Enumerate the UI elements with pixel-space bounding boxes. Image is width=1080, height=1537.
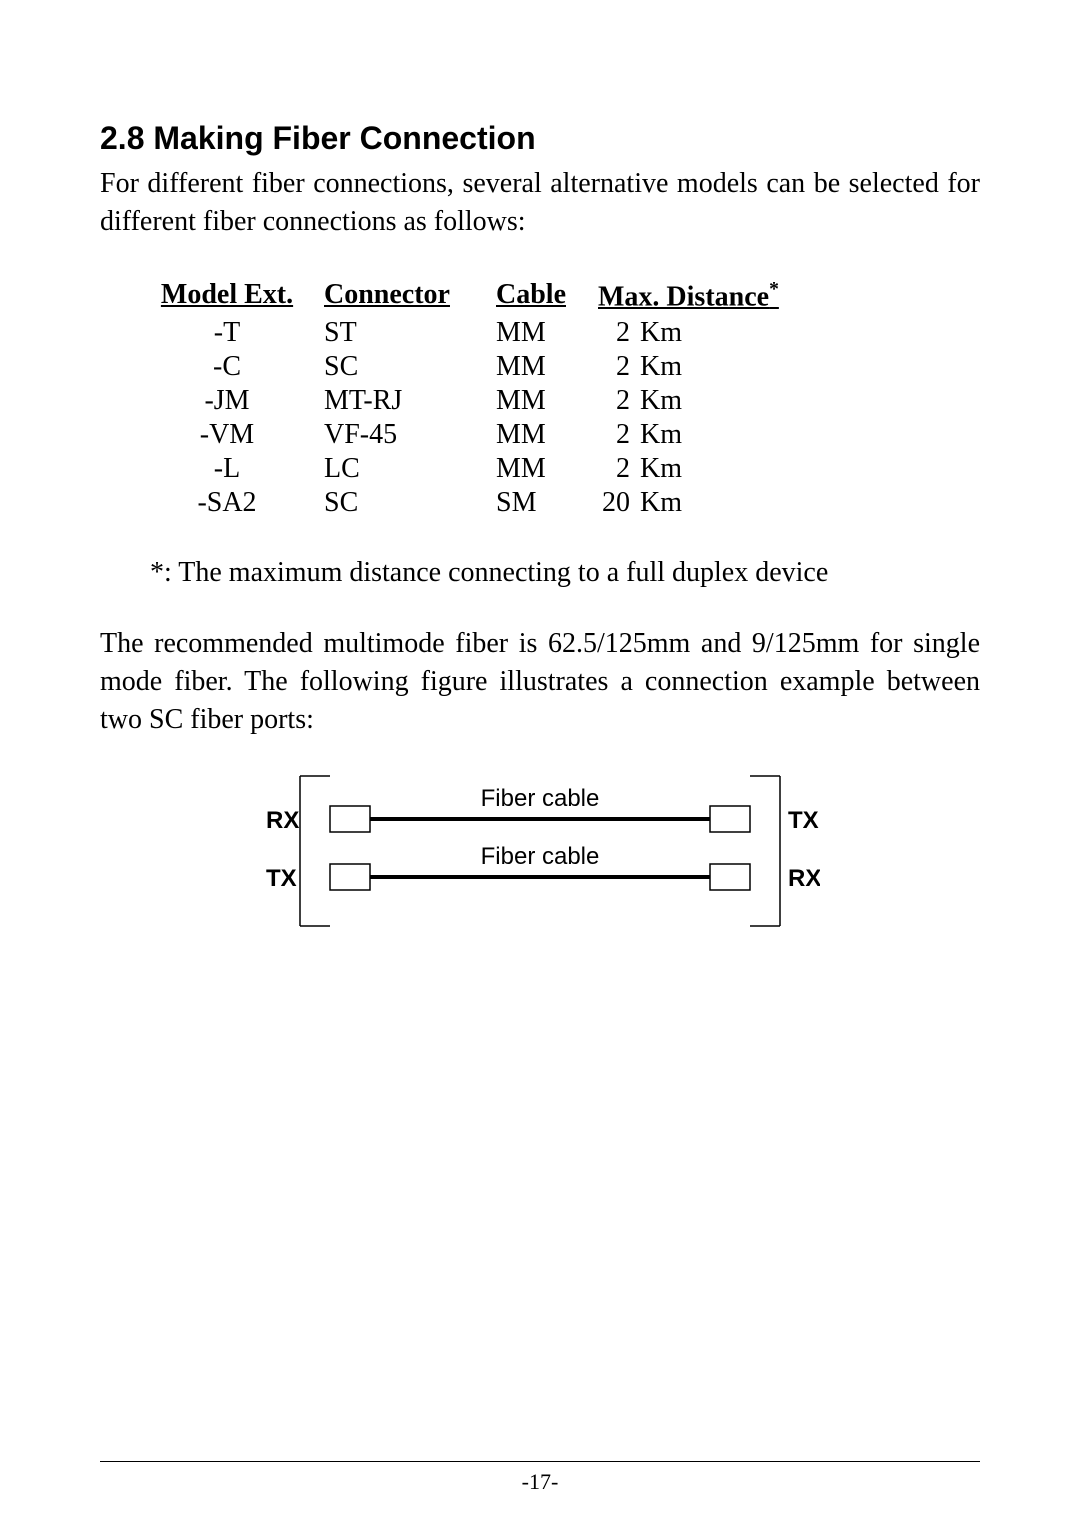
th-connector: Connector: [324, 279, 494, 315]
table-header-row: Model Ext. Connector Cable Max. Distance…: [152, 279, 787, 315]
cell-cable: MM: [496, 317, 596, 349]
fiber-connection-diagram: RX TX TX RX Fiber cable Fiber cable: [260, 756, 820, 946]
cell-dist: 2: [598, 385, 638, 417]
label-tx-right: TX: [788, 807, 819, 834]
cell-unit: Km: [640, 487, 787, 519]
th-cable: Cable: [496, 279, 596, 315]
table-row: -L LC MM 2 Km: [152, 453, 787, 485]
th-model: Model Ext.: [152, 279, 322, 315]
label-tx-left: TX: [266, 865, 297, 892]
cell-connector: VF-45: [324, 419, 494, 451]
cell-dist: 2: [598, 351, 638, 383]
cell-unit: Km: [640, 317, 787, 349]
cell-connector: SC: [324, 351, 494, 383]
th-max-distance: Max. Distance*: [598, 279, 787, 315]
cell-model: -VM: [152, 419, 322, 451]
table-row: -JM MT-RJ MM 2 Km: [152, 385, 787, 417]
cell-dist: 20: [598, 487, 638, 519]
label-fiber-cable-upper: Fiber cable: [481, 785, 600, 812]
table-row: -SA2 SC SM 20 Km: [152, 487, 787, 519]
cell-connector: ST: [324, 317, 494, 349]
cell-model: -C: [152, 351, 322, 383]
cell-connector: SC: [324, 487, 494, 519]
cell-connector: LC: [324, 453, 494, 485]
table-footnote: *: The maximum distance connecting to a …: [150, 557, 980, 589]
cell-unit: Km: [640, 419, 787, 451]
footer-rule: [100, 1461, 980, 1462]
cell-model: -L: [152, 453, 322, 485]
cell-cable: SM: [496, 487, 596, 519]
page-number: -17-: [0, 1469, 1080, 1495]
cell-cable: MM: [496, 385, 596, 417]
cell-cable: MM: [496, 351, 596, 383]
cell-cable: MM: [496, 453, 596, 485]
cell-dist: 2: [598, 419, 638, 451]
cell-dist: 2: [598, 453, 638, 485]
fiber-models-table: Model Ext. Connector Cable Max. Distance…: [150, 277, 789, 521]
cell-unit: Km: [640, 385, 787, 417]
cell-model: -SA2: [152, 487, 322, 519]
cell-model: -JM: [152, 385, 322, 417]
cell-unit: Km: [640, 453, 787, 485]
cell-cable: MM: [496, 419, 596, 451]
table-row: -T ST MM 2 Km: [152, 317, 787, 349]
label-rx-left: RX: [266, 807, 299, 834]
label-fiber-cable-lower: Fiber cable: [481, 843, 600, 870]
cell-dist: 2: [598, 317, 638, 349]
table-row: -C SC MM 2 Km: [152, 351, 787, 383]
cell-unit: Km: [640, 351, 787, 383]
label-rx-right: RX: [788, 865, 820, 892]
table-row: -VM VF-45 MM 2 Km: [152, 419, 787, 451]
section-heading: 2.8 Making Fiber Connection: [100, 120, 980, 157]
cell-connector: MT-RJ: [324, 385, 494, 417]
recommendation-paragraph: The recommended multimode fiber is 62.5/…: [100, 625, 980, 738]
intro-paragraph: For different fiber connections, several…: [100, 165, 980, 241]
cell-model: -T: [152, 317, 322, 349]
